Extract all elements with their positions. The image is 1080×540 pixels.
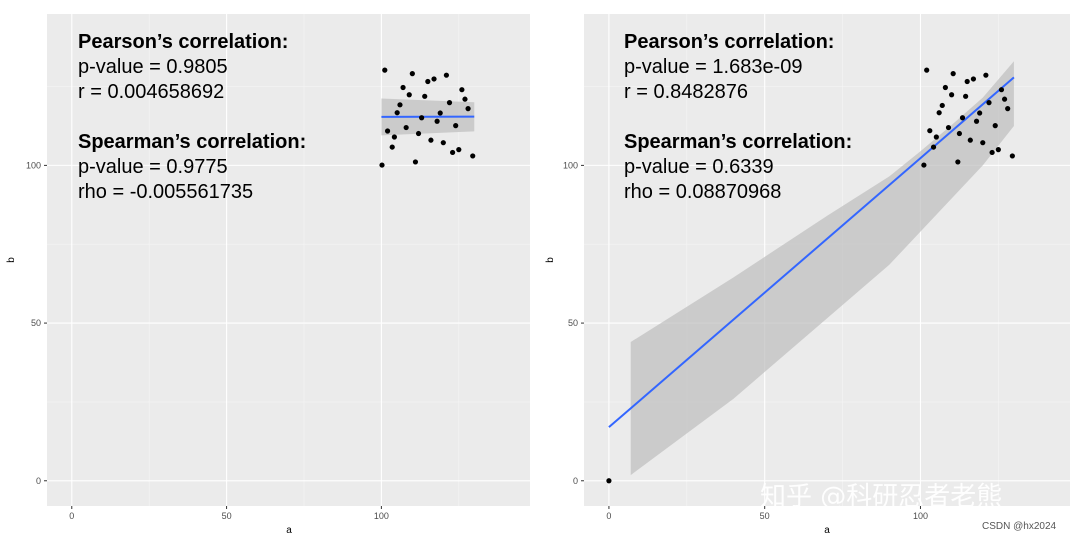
data-point [456,147,462,153]
data-point [384,128,391,134]
x-axis-title: a [824,525,830,536]
data-point [419,115,425,121]
data-point [379,162,385,168]
x-tick-label: 100 [913,511,928,521]
data-point [980,140,986,146]
data-point [440,140,446,146]
y-axis-title: b [6,257,17,263]
y-axis-title: b [545,257,556,263]
data-point [389,144,395,150]
spearman-rho: rho = 0.08870968 [624,181,781,203]
data-point [967,137,973,143]
data-point [927,128,933,134]
data-point [449,149,456,156]
data-point [956,130,963,137]
data-point [955,159,961,165]
data-point [963,93,969,99]
pearson-header: Pearson’s correlation: [624,31,834,53]
data-point [936,110,942,116]
data-point [973,118,980,124]
spearman-header: Spearman’s correlation: [624,131,852,153]
data-point [406,92,412,98]
data-point [977,110,983,116]
right-panel: 0 50 100 0 50 100 a b Pearson’s correlation: p-va… [545,14,1070,536]
y-tick-label: 0 [36,476,41,486]
y-tick-label: 50 [31,318,41,328]
data-point [437,110,443,116]
spearman-p-value: p-value = 0.9775 [78,156,228,178]
x-tick-label: 100 [374,511,389,521]
data-point [998,87,1005,93]
credit-text: CSDN @hx2024 [982,521,1057,532]
data-point [459,87,465,93]
data-point [443,72,450,78]
data-point [942,84,948,91]
spearman-header: Spearman’s correlation: [78,131,306,153]
data-point [959,115,966,121]
data-point [930,144,937,150]
data-point [412,159,419,165]
y-tick-label: 0 [573,476,578,486]
data-point [992,123,998,129]
data-point [425,78,431,85]
watermark-text: 知乎 @科研忍者老熊 [760,482,1002,512]
data-point [470,153,476,159]
data-point [415,130,422,137]
data-point [431,76,437,82]
pearson-p-value: p-value = 0.9805 [78,56,228,78]
data-point [949,92,955,98]
data-point [983,72,989,78]
data-point [1009,153,1015,159]
data-point [422,93,428,99]
data-point [964,78,970,85]
data-point [397,102,403,108]
data-point [989,149,995,156]
data-point [606,478,612,484]
spearman-p-value: p-value = 0.6339 [624,156,774,178]
spearman-rho: rho = -0.005561735 [78,181,253,203]
regression-line [608,76,1015,428]
y-tick-label: 100 [26,160,41,170]
x-tick-label: 0 [606,511,611,521]
data-point [462,96,468,102]
data-point [453,123,459,129]
confidence-band [630,61,1014,476]
data-point [924,67,930,73]
data-point [446,100,453,106]
left-panel: 0 50 100 0 50 100 a b Pearson’s correlation: p-va… [6,14,530,536]
data-point [970,76,977,82]
x-axis-title: a [286,525,292,536]
pearson-p-value: p-value = 1.683e-09 [624,56,802,78]
data-point [939,102,945,109]
data-point [465,106,471,112]
data-point [382,67,388,73]
data-point [933,134,939,140]
x-tick-label: 50 [760,511,770,521]
pearson-header: Pearson’s correlation: [78,31,288,53]
data-point [428,137,434,143]
data-point [409,71,415,77]
data-point [950,71,956,77]
x-tick-label: 50 [222,511,232,521]
pearson-r: r = 0.004658692 [78,81,224,103]
y-tick-label: 50 [568,318,578,328]
data-point [986,100,992,106]
plot-background [47,14,530,506]
data-point [1005,106,1011,112]
data-point [945,124,952,131]
data-point [1001,96,1008,102]
data-point [921,162,927,168]
x-tick-label: 0 [69,511,74,521]
y-tick-label: 100 [563,160,578,170]
data-point [434,118,440,124]
data-point [995,147,1001,153]
pearson-r: r = 0.8482876 [624,81,748,103]
data-point [394,110,400,116]
data-point [391,134,397,140]
data-point [400,84,406,91]
data-point [403,124,409,131]
